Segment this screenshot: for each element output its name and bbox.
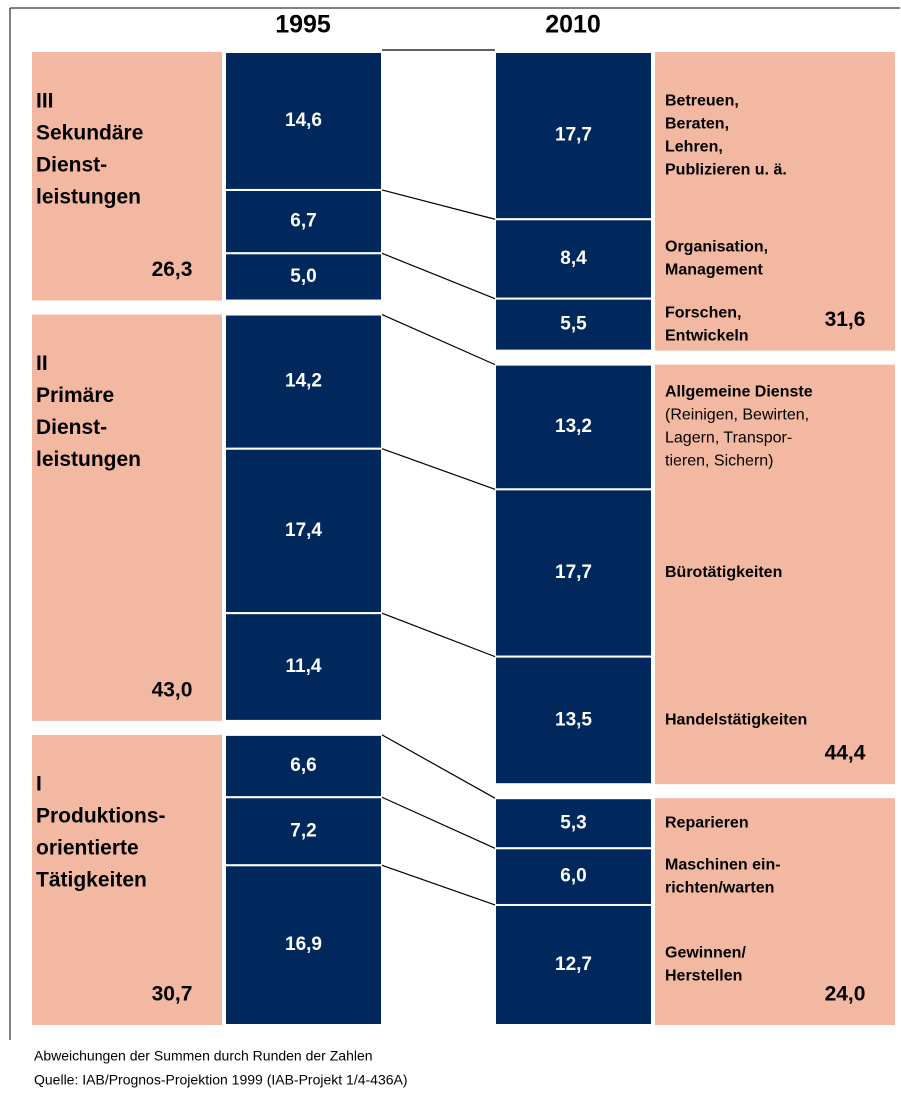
group-title: Produktions-: [36, 804, 166, 827]
segment-description: richten/warten: [665, 879, 774, 896]
connector: [381, 796, 496, 849]
segment-description: (Reinigen, Bewirten,: [665, 407, 809, 424]
segment: [494, 297, 653, 352]
note: Abweichungen der Summen durch Runden der…: [34, 1048, 373, 1064]
segment: [494, 51, 653, 221]
segment-description: Publizieren u. ä.: [665, 161, 787, 178]
segment-description: Lehren,: [665, 138, 723, 155]
connector: [381, 448, 496, 490]
segment: [224, 796, 383, 867]
connector: [381, 612, 496, 658]
group-title: orientierte: [36, 836, 139, 859]
segment-value: 13,5: [555, 709, 592, 730]
group-title: leistungen: [36, 448, 141, 471]
segment-value: 6,7: [290, 211, 316, 232]
segment-description: Entwickeln: [665, 327, 749, 344]
year-heading: 1995: [275, 11, 331, 39]
note: Quelle: IAB/Prognos-Projektion 1999 (IAB…: [34, 1072, 408, 1088]
group-box: [32, 52, 222, 301]
segment-description: tieren, Sichern): [665, 453, 774, 470]
segment-value: 13,2: [555, 416, 592, 437]
group-title: Sekundäre: [36, 122, 143, 145]
group-total: 44,4: [825, 742, 866, 765]
group-box: [32, 314, 222, 721]
group-total: 31,6: [825, 308, 866, 331]
segment-value: 16,9: [285, 934, 322, 955]
segment-value: 6,6: [290, 755, 316, 776]
segment-description: Forschen,: [665, 304, 741, 321]
segment: [224, 864, 383, 1026]
segment-value: 11,4: [286, 656, 322, 677]
connector: [381, 313, 496, 366]
segment: [494, 488, 653, 658]
segment-value: 6,0: [560, 866, 586, 887]
group-total: 24,0: [825, 983, 866, 1006]
segment: [494, 797, 653, 850]
connector: [381, 189, 496, 220]
group-total: 43,0: [152, 678, 193, 701]
segment: [224, 447, 383, 615]
group-title: Dienst-: [36, 154, 107, 177]
segment-value: 12,7: [555, 954, 592, 975]
segment: [224, 252, 383, 302]
group-box: [655, 364, 895, 785]
segment-value: 17,7: [555, 125, 592, 146]
segment-description: Bürotätigkeiten: [665, 564, 782, 581]
segment-value: 8,4: [560, 248, 587, 269]
segment-value: 17,7: [555, 562, 592, 583]
segment: [494, 903, 653, 1026]
segment-description: Betreuen,: [665, 92, 739, 109]
segment-value: 5,3: [560, 812, 586, 833]
segment-description: Allgemeine Dienste: [665, 384, 813, 401]
group-total: 26,3: [152, 258, 193, 281]
segment-description: Reparieren: [665, 814, 749, 831]
group-total: 30,7: [152, 983, 193, 1006]
segment-value: 14,6: [285, 110, 322, 131]
group-title: Primäre: [36, 384, 114, 407]
segment-description: Herstellen: [665, 968, 742, 985]
segment: [224, 612, 383, 722]
connector: [381, 734, 496, 799]
group-title: I: [36, 772, 42, 795]
segment: [224, 188, 383, 255]
connector: [381, 864, 496, 906]
group-title: II: [36, 352, 48, 375]
segment-description: Lagern, Transpor-: [665, 430, 792, 447]
segment-value: 5,0: [290, 266, 316, 287]
group-title: Dienst-: [36, 416, 107, 439]
segment: [224, 733, 383, 799]
connector: [381, 252, 496, 300]
segment-description: Maschinen ein-: [665, 856, 781, 873]
segment: [494, 218, 653, 300]
segment: [224, 313, 383, 450]
group-title: III: [36, 90, 54, 113]
segment-value: 17,4: [285, 520, 322, 541]
segment-value: 14,2: [285, 371, 322, 392]
year-heading: 2010: [545, 11, 601, 39]
segment-value: 7,2: [290, 820, 316, 841]
segment-value: 5,5: [560, 314, 587, 335]
group-box: [32, 734, 222, 1025]
segment-description: Beraten,: [665, 115, 729, 132]
group-box: [655, 798, 895, 1025]
segment-description: Handelstätigkeiten: [665, 712, 807, 729]
segment: [494, 655, 653, 786]
segment: [494, 363, 653, 491]
group-title: leistungen: [36, 186, 141, 209]
segment: [494, 847, 653, 906]
segment-description: Management: [665, 262, 763, 279]
segment-description: Organisation,: [665, 239, 768, 256]
group-box: [655, 52, 895, 351]
group-title: Tätigkeiten: [36, 868, 147, 891]
segment-description: Gewinnen/: [665, 945, 746, 962]
